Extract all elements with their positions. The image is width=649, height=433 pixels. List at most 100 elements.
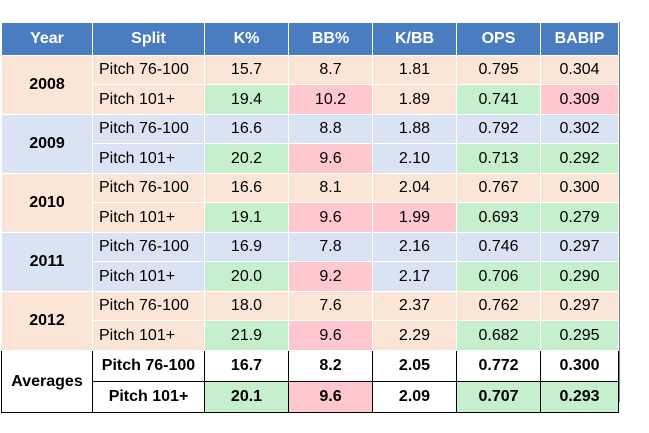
avg-bb-pct-cell: 8.2 — [288, 350, 373, 382]
bb-pct-cell: 9.6 — [288, 320, 373, 351]
averages-row: Pitch 101+ 20.1 9.6 2.09 0.707 0.293 — [2, 381, 619, 413]
avg-k-pct-cell: 20.1 — [204, 381, 289, 413]
year-cell: 2012 — [1, 291, 93, 351]
k-pct-cell: 19.1 — [204, 202, 289, 233]
k-bb-cell: 1.81 — [372, 55, 457, 85]
split-cell: Pitch 76-100 — [92, 232, 205, 262]
table-row: Pitch 101+ 21.9 9.6 2.29 0.682 0.295 — [2, 320, 619, 351]
k-bb-cell: 2.37 — [372, 291, 457, 321]
k-pct-cell: 16.6 — [204, 173, 289, 203]
right-border — [619, 22, 620, 402]
col-header-year: Year — [1, 22, 93, 56]
split-cell: Pitch 101+ — [92, 202, 205, 233]
k-pct-cell: 16.6 — [204, 114, 289, 144]
split-cell: Pitch 101+ — [92, 143, 205, 174]
year-cell: 2010 — [1, 173, 93, 233]
year-cell: 2011 — [1, 232, 93, 292]
split-cell: Pitch 101+ — [92, 261, 205, 292]
k-bb-cell: 2.10 — [372, 143, 457, 174]
averages-row: Averages Pitch 76-100 16.7 8.2 2.05 0.772 0.30… — [1, 350, 619, 413]
babip-cell: 0.297 — [540, 291, 619, 321]
babip-cell: 0.292 — [540, 143, 619, 174]
avg-ops-cell: 0.772 — [456, 350, 541, 382]
k-pct-cell: 20.2 — [204, 143, 289, 174]
col-header-bb-pct: BB% — [288, 22, 373, 56]
ops-cell: 0.741 — [456, 84, 541, 115]
split-cell: Pitch 76-100 — [92, 55, 205, 85]
table-row: 2011 Pitch 76-100 16.9 7.8 2.16 0.746 0.297 — [1, 232, 619, 292]
k-pct-cell: 20.0 — [204, 261, 289, 292]
avg-split-cell: Pitch 101+ — [92, 381, 205, 413]
k-bb-cell: 1.99 — [372, 202, 457, 233]
bb-pct-cell: 7.8 — [288, 232, 373, 262]
year-cell: 2008 — [1, 55, 93, 115]
k-bb-cell: 2.04 — [372, 173, 457, 203]
k-bb-cell: 1.88 — [372, 114, 457, 144]
col-header-split: Split — [92, 22, 205, 56]
split-cell: Pitch 101+ — [92, 84, 205, 115]
bb-pct-cell: 8.7 — [288, 55, 373, 85]
ops-cell: 0.767 — [456, 173, 541, 203]
ops-cell: 0.706 — [456, 261, 541, 292]
k-pct-cell: 18.0 — [204, 291, 289, 321]
babip-cell: 0.309 — [540, 84, 619, 115]
ops-cell: 0.792 — [456, 114, 541, 144]
babip-cell: 0.295 — [540, 320, 619, 351]
babip-cell: 0.302 — [540, 114, 619, 144]
bb-pct-cell: 9.6 — [288, 143, 373, 174]
col-header-ops: OPS — [456, 22, 541, 56]
averages-section: Averages Pitch 76-100 16.7 8.2 2.05 0.772 0.30… — [1, 350, 619, 413]
table-row: 2010 Pitch 76-100 16.6 8.1 2.04 0.767 0.300 — [1, 173, 619, 233]
k-pct-cell: 15.7 — [204, 55, 289, 85]
col-header-babip: BABIP — [540, 22, 619, 56]
avg-k-pct-cell: 16.7 — [204, 350, 289, 382]
table-row: 2009 Pitch 76-100 16.6 8.8 1.88 0.792 0.302 — [1, 114, 619, 174]
stats-table: Year Split K% BB% K/BB OPS BABIP 2008 Pit… — [1, 22, 619, 413]
table-row: Pitch 101+ 20.0 9.2 2.17 0.706 0.290 — [2, 261, 619, 292]
avg-babip-cell: 0.293 — [540, 381, 619, 413]
k-bb-cell: 2.16 — [372, 232, 457, 262]
k-pct-cell: 16.9 — [204, 232, 289, 262]
avg-ops-cell: 0.707 — [456, 381, 541, 413]
table-row: Pitch 101+ 19.4 10.2 1.89 0.741 0.309 — [2, 84, 619, 115]
bb-pct-cell: 8.1 — [288, 173, 373, 203]
bb-pct-cell: 9.2 — [288, 261, 373, 292]
avg-babip-cell: 0.300 — [540, 350, 619, 382]
bb-pct-cell: 10.2 — [288, 84, 373, 115]
k-bb-cell: 2.17 — [372, 261, 457, 292]
babip-cell: 0.290 — [540, 261, 619, 292]
babip-cell: 0.304 — [540, 55, 619, 85]
table-body: 2008 Pitch 76-100 15.7 8.7 1.81 0.795 0.304 Pit… — [1, 55, 619, 351]
babip-cell: 0.297 — [540, 232, 619, 262]
ops-cell: 0.713 — [456, 143, 541, 174]
ops-cell: 0.795 — [456, 55, 541, 85]
ops-cell: 0.762 — [456, 291, 541, 321]
ops-cell: 0.746 — [456, 232, 541, 262]
k-pct-cell: 21.9 — [204, 320, 289, 351]
avg-k-bb-cell: 2.09 — [372, 381, 457, 413]
avg-k-bb-cell: 2.05 — [372, 350, 457, 382]
bb-pct-cell: 8.8 — [288, 114, 373, 144]
ops-cell: 0.682 — [456, 320, 541, 351]
bb-pct-cell: 7.6 — [288, 291, 373, 321]
col-header-k-pct: K% — [204, 22, 289, 56]
avg-split-cell: Pitch 76-100 — [92, 350, 205, 382]
split-cell: Pitch 101+ — [92, 320, 205, 351]
k-pct-cell: 19.4 — [204, 84, 289, 115]
col-header-k-bb: K/BB — [372, 22, 457, 56]
babip-cell: 0.300 — [540, 173, 619, 203]
split-cell: Pitch 76-100 — [92, 291, 205, 321]
split-cell: Pitch 76-100 — [92, 173, 205, 203]
k-bb-cell: 1.89 — [372, 84, 457, 115]
table-row: 2008 Pitch 76-100 15.7 8.7 1.81 0.795 0.304 — [1, 55, 619, 115]
babip-cell: 0.279 — [540, 202, 619, 233]
table-row: 2012 Pitch 76-100 18.0 7.6 2.37 0.762 0.297 — [1, 291, 619, 351]
k-bb-cell: 2.29 — [372, 320, 457, 351]
year-cell: 2009 — [1, 114, 93, 174]
bb-pct-cell: 9.6 — [288, 202, 373, 233]
table-row: Pitch 101+ 19.1 9.6 1.99 0.693 0.279 — [2, 202, 619, 233]
split-cell: Pitch 76-100 — [92, 114, 205, 144]
ops-cell: 0.693 — [456, 202, 541, 233]
avg-bb-pct-cell: 9.6 — [288, 381, 373, 413]
table-row: Pitch 101+ 20.2 9.6 2.10 0.713 0.292 — [2, 143, 619, 174]
